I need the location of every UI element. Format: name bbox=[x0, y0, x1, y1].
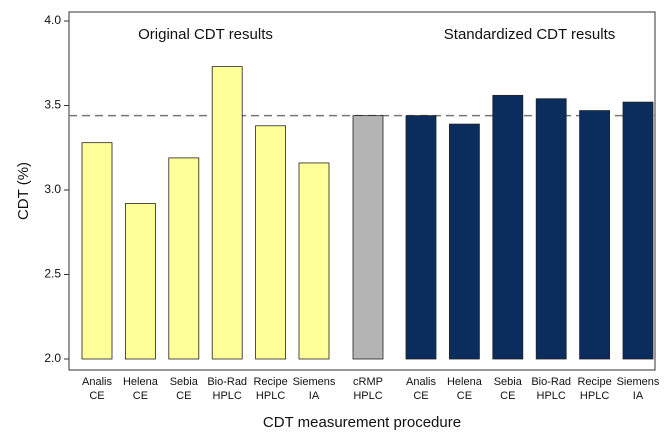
x-tick-label: Bio-Rad HPLC bbox=[531, 376, 572, 402]
y-tick-label: 3.0 bbox=[44, 182, 61, 196]
x-tick-label: Helena CE bbox=[122, 376, 158, 402]
bar bbox=[211, 66, 243, 360]
bar bbox=[448, 123, 480, 360]
bar bbox=[255, 125, 287, 360]
bar bbox=[492, 94, 524, 360]
bar bbox=[579, 110, 610, 360]
plot-frame bbox=[68, 11, 656, 371]
x-tick-label: Recipe HPLC bbox=[253, 376, 288, 402]
bar bbox=[168, 157, 200, 360]
x-tick-label: cRMP HPLC bbox=[353, 376, 383, 402]
x-tick-label: Siemens IA bbox=[616, 376, 660, 402]
y-axis-label: CDT (%) bbox=[15, 162, 32, 220]
x-tick-label: Analis CE bbox=[82, 376, 112, 402]
y-tick-label: 4.0 bbox=[44, 13, 61, 27]
bar bbox=[81, 142, 113, 360]
group-label: Original CDT results bbox=[138, 26, 273, 43]
x-tick-label: Helena CE bbox=[446, 376, 482, 402]
bar bbox=[298, 162, 330, 360]
x-tick-label: Analis CE bbox=[406, 376, 436, 402]
x-tick-label: Sebia CE bbox=[169, 376, 198, 402]
bar bbox=[352, 115, 384, 360]
x-axis-label: CDT measurement procedure bbox=[263, 414, 461, 431]
group-label: Standardized CDT results bbox=[444, 26, 615, 43]
y-tick-label: 2.0 bbox=[44, 351, 61, 365]
bar bbox=[125, 203, 156, 360]
x-tick-label: Siemens IA bbox=[292, 376, 336, 402]
x-tick-label: Bio-Rad HPLC bbox=[207, 376, 248, 402]
y-tick-label: 3.5 bbox=[44, 98, 61, 112]
x-tick-label: Recipe HPLC bbox=[577, 376, 612, 402]
x-tick-label: Sebia CE bbox=[493, 376, 522, 402]
bar bbox=[622, 101, 654, 360]
y-tick-label: 2.5 bbox=[44, 267, 61, 281]
bar bbox=[405, 115, 437, 360]
bar bbox=[535, 98, 567, 360]
